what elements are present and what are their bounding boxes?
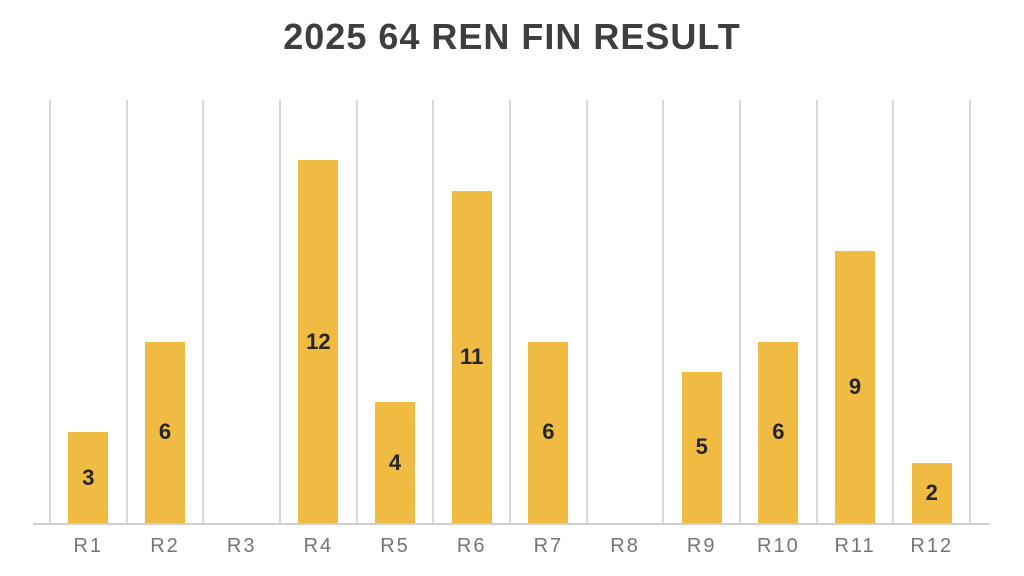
chart-title: 2025 64 REN FIN RESULT: [283, 16, 741, 57]
x-axis-category-label: R1: [73, 535, 104, 557]
category-column: 11 R6: [432, 100, 509, 557]
category-column: 6 R10: [739, 100, 816, 557]
bar: 3: [68, 432, 109, 523]
bar-value-label: 5: [695, 434, 708, 460]
bar-value-label: 3: [82, 464, 95, 490]
bar-value-label: 9: [848, 374, 862, 400]
category-column: 5 R9: [662, 100, 739, 557]
bar: 2: [911, 462, 952, 523]
category-column: 2 R12: [892, 100, 969, 557]
category-column: 4 R5: [355, 100, 433, 557]
bar: 4: [375, 402, 416, 523]
x-axis-category-label: R11: [834, 535, 876, 557]
bar: 6: [528, 341, 569, 523]
x-axis-category-label: R12: [910, 535, 954, 557]
x-axis-category-label: R7: [533, 535, 564, 557]
category-column: 12 R4: [279, 100, 356, 557]
bar-value-label: 6: [772, 419, 785, 445]
bar-value-label: 2: [925, 479, 938, 505]
bar: 6: [758, 341, 799, 523]
category-column: R3: [202, 100, 279, 557]
bar-value-label: 12: [306, 328, 331, 354]
bar-value-label: 11: [460, 343, 484, 369]
bar: 6: [145, 341, 185, 523]
x-axis-category-label: R6: [456, 535, 487, 557]
x-axis-category-label: R10: [757, 535, 800, 557]
x-axis-category-label: R2: [150, 535, 180, 557]
x-axis-category-label: R3: [226, 535, 257, 557]
bar: 5: [681, 371, 722, 523]
category-column: 3 R1: [49, 100, 126, 557]
plot-area: 3 R1 6 R2 R3 12 R4 4 R5 11 R6 6 R7 R8 5 R9 6 R10 9 R11 2 R12: [33, 100, 990, 557]
category-column: 6 R2: [125, 100, 203, 557]
bar-value-label: 6: [542, 419, 555, 445]
x-axis-category-label: R5: [380, 535, 410, 557]
x-axis-category-label: R8: [610, 535, 640, 557]
bar: 12: [298, 160, 339, 523]
bar-value-label: 6: [158, 419, 172, 445]
category-column: 9 R11: [815, 100, 893, 557]
bar: 11: [451, 190, 492, 523]
bar-value-label: 4: [388, 449, 402, 475]
category-column: 6 R7: [509, 100, 586, 557]
plot-grid: 3 R1 6 R2 R3 12 R4 4 R5 11 R6 6 R7 R8 5 R9 6 R10 9 R11 2 R12: [49, 100, 971, 557]
bar: 9: [835, 251, 876, 523]
x-axis-category-label: R9: [686, 535, 717, 557]
category-column: R8: [585, 100, 663, 557]
x-axis-category-label: R4: [303, 535, 334, 557]
